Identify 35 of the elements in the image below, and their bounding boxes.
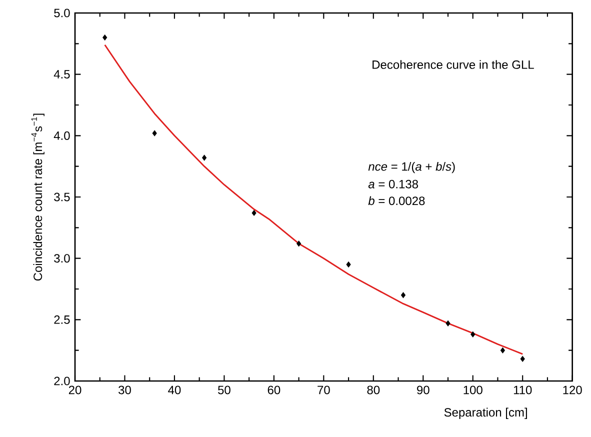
- x-tick-label: 30: [118, 386, 131, 394]
- point: [296, 240, 302, 247]
- x-tick-label: 60: [268, 386, 280, 394]
- point: [500, 347, 505, 354]
- x-tick-label: 110: [514, 386, 532, 394]
- y-tick-label: 4.0: [54, 131, 70, 140]
- y-tick-label: 3.5: [54, 192, 70, 202]
- point: [520, 356, 525, 362]
- point: [346, 262, 351, 268]
- point: [252, 210, 256, 216]
- x-tick-label: 40: [168, 386, 181, 394]
- x-tick-label: 70: [318, 386, 330, 394]
- x-tick-label: 120: [563, 386, 582, 394]
- point: [202, 154, 207, 161]
- y-tick-label: 3.0: [54, 254, 70, 263]
- x-tick-label: 20: [68, 386, 82, 394]
- y-tick-label: 2.0: [54, 376, 70, 386]
- annotation: a = 0.138: [368, 180, 418, 188]
- y-tick-label: 5.0: [54, 8, 70, 18]
- y-axis-title: Coincidence count rate [m$^{−4}$s$^{−1}$]: [31, 114, 44, 281]
- point: [446, 320, 450, 326]
- annotation: nce = 1/(a + b/s): [368, 162, 455, 174]
- point: [400, 292, 406, 298]
- point: [102, 34, 108, 40]
- x-tick-label: 100: [464, 386, 482, 394]
- x-tick-label: 80: [367, 386, 380, 394]
- annotation: Decoherence curve in the GLL: [372, 60, 534, 69]
- x-tick-label: 90: [417, 386, 430, 394]
- annotation: b = 0.0028: [368, 196, 425, 206]
- y-tick-label: 4.5: [54, 70, 70, 79]
- y-tick-label: 2.5: [54, 315, 70, 324]
- point: [470, 331, 476, 338]
- x-axis-title: Separation [cm]: [444, 408, 527, 419]
- x-tick-label: 50: [218, 386, 230, 394]
- point: [152, 130, 157, 136]
